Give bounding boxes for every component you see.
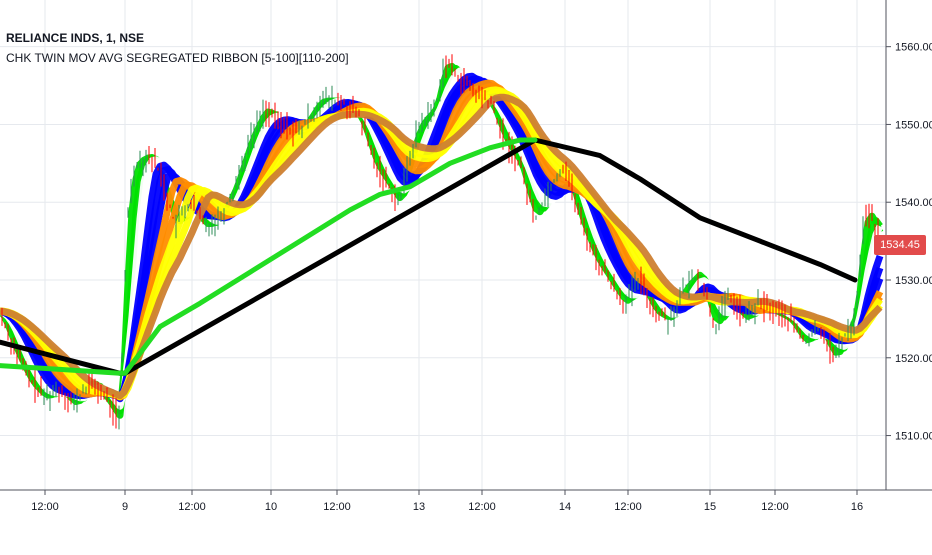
moving-average-lines (0, 137, 858, 376)
ribbon-band-11 (0, 93, 883, 400)
price-candles (1, 54, 879, 430)
y-tick-label: 1510.00 (895, 431, 932, 443)
current-price-badge: 1534.45 (874, 235, 926, 256)
ma-green-line (0, 137, 538, 376)
x-tick-label: 15 (704, 501, 716, 513)
indicator-label[interactable]: CHK TWIN MOV AVG SEGREGATED RIBBON [5-10… (6, 51, 349, 65)
y-tick-label: 1530.00 (895, 275, 932, 287)
time-axis[interactable]: 12:00 9 12:00 10 12:00 13 12:00 14 12:00 15 12:00 1… (31, 490, 863, 513)
y-tick-label: 1560.00 (895, 42, 932, 54)
x-tick-label: 14 (559, 501, 571, 513)
y-tick-label: 1550.00 (895, 119, 932, 131)
x-tick-label: 12:00 (761, 501, 789, 513)
x-tick-label: 9 (122, 501, 128, 513)
y-tick-label: 1540.00 (895, 197, 932, 209)
price-axis[interactable]: 1510.00 1520.00 1530.00 1540.00 1550.00 1560.… (886, 42, 932, 443)
x-tick-label: 12:00 (178, 501, 206, 513)
x-tick-label: 10 (265, 501, 277, 513)
symbol-label[interactable]: RELIANCE INDS, 1, NSE (6, 31, 145, 45)
x-tick-label: 12:00 (323, 501, 351, 513)
x-tick-label: 13 (413, 501, 425, 513)
y-tick-label: 1520.00 (895, 353, 932, 365)
x-tick-label: 12:00 (31, 501, 59, 513)
chart-legend: RELIANCE INDS, 1, NSE CHK TWIN MOV AVG S… (6, 28, 349, 68)
x-tick-label: 12:00 (468, 501, 496, 513)
x-tick-label: 12:00 (614, 501, 642, 513)
x-tick-label: 16 (851, 501, 863, 513)
